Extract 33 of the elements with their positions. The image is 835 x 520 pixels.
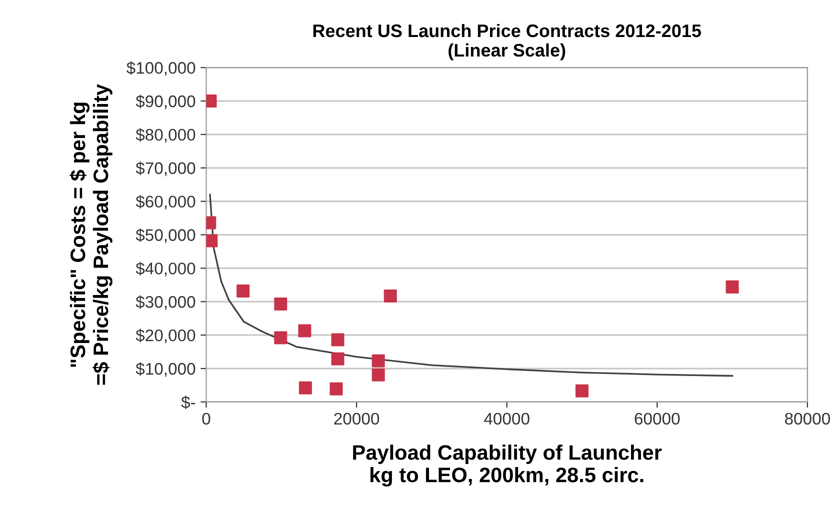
x-tick-label: 20000 <box>334 412 380 425</box>
x-axis-title: Payload Capability of Launcher kg to LEO, 200km, 28.5 circ. <box>353 444 662 487</box>
x-tick-label: 80000 <box>785 412 830 425</box>
point <box>298 381 312 394</box>
y-tick-label: $20,000 <box>136 328 196 344</box>
y-tick-label: $30,000 <box>136 295 196 310</box>
y-tick-label: $10,000 <box>136 362 196 377</box>
point <box>372 354 385 368</box>
point <box>726 280 739 294</box>
x-tick-label: 60000 <box>634 412 680 425</box>
x-tick-label: 0 <box>202 412 210 425</box>
y-tick-label: $40,000 <box>136 262 196 276</box>
point <box>298 324 312 338</box>
point <box>236 284 250 298</box>
y-tick-label: $70,000 <box>136 162 196 176</box>
point <box>575 384 588 398</box>
point <box>274 297 288 310</box>
point <box>372 368 385 382</box>
y-tick-label: $100,000 <box>126 61 196 76</box>
y-tick-label: $80,000 <box>136 128 196 143</box>
y-tick-label: $60,000 <box>136 195 196 210</box>
point <box>206 234 218 248</box>
y-tick-label: $90,000 <box>136 94 196 110</box>
point <box>331 352 344 366</box>
point <box>330 382 343 396</box>
y-tick-label: $- <box>181 396 196 410</box>
point <box>274 331 288 344</box>
y-axis-title: "Specific" Costs = $ per kg =$ Price/kg Payload Capability <box>70 84 112 385</box>
y-tick-label: $50,000 <box>136 228 196 243</box>
chart-title: Recent US Launch Price Contracts 2012-2015 (Linear Scale) <box>313 24 702 60</box>
point <box>384 289 397 302</box>
x-tick-label: 40000 <box>484 412 530 425</box>
point <box>331 333 344 346</box>
